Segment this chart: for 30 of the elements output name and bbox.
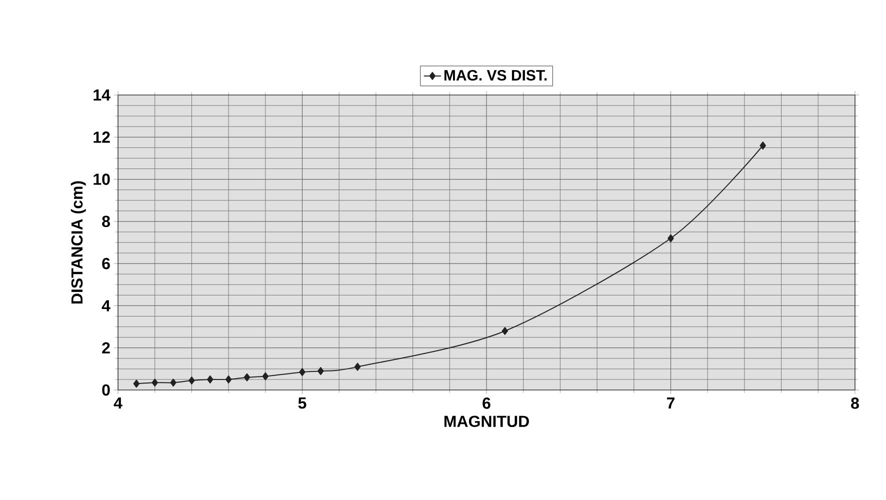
point — [244, 373, 250, 382]
point — [299, 368, 306, 376]
x-tick-label: 5 — [298, 398, 306, 409]
y-tick-label: 12 — [94, 132, 110, 143]
y-tick-label: 10 — [94, 174, 110, 185]
point — [207, 375, 214, 384]
point — [170, 378, 176, 387]
x-tick-label: 6 — [482, 398, 490, 409]
x-tick-label: 4 — [114, 398, 122, 409]
x-tick-label: 8 — [851, 398, 859, 409]
point — [502, 326, 508, 335]
y-tick-label: 14 — [94, 89, 110, 100]
legend-label: MAG. VS DIST. — [444, 70, 547, 81]
y-tick-label: 8 — [102, 216, 110, 228]
point — [262, 372, 269, 380]
point — [133, 380, 140, 388]
x-tick-label: 7 — [666, 398, 674, 409]
point — [760, 142, 766, 150]
point — [188, 376, 195, 385]
y-tick-label: 6 — [102, 258, 110, 270]
point — [225, 375, 232, 384]
y-tick-label: 2 — [102, 342, 110, 354]
point — [318, 367, 324, 376]
y-axis-title: DISTANCIA (cm) — [70, 181, 86, 304]
y-tick-label: 4 — [102, 300, 110, 312]
x-axis-title: MAGNITUD — [444, 416, 529, 428]
y-tick-label: 0 — [102, 384, 110, 396]
point — [668, 234, 674, 242]
point — [354, 362, 361, 371]
point — [152, 378, 158, 387]
